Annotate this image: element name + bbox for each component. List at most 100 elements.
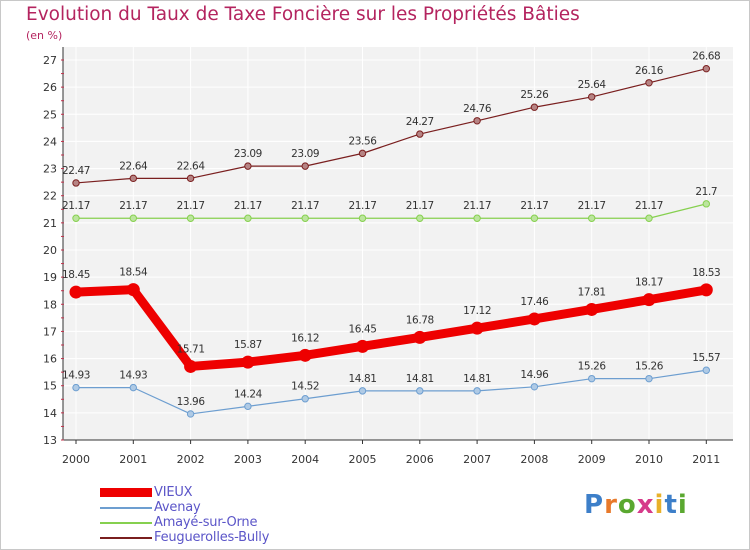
data-label-vieux: 18.54 [119,267,148,279]
x-tick-label: 2001 [119,453,147,466]
legend-label: VIEUX [154,485,193,500]
data-point-vieux [356,339,369,353]
data-point-feuguerolles-bully [129,174,138,183]
x-tick-label: 2008 [520,453,548,466]
data-label-avenay: 14.81 [348,373,376,385]
series-line-vieux [71,285,711,371]
data-point-feuguerolles-bully [588,93,596,101]
plot-area [63,47,733,440]
data-label-feuguerolles-bully: 24.76 [463,103,492,115]
legend-swatch [100,521,152,524]
data-label-amay-sur-orne: 21.17 [177,200,205,212]
y-tick-label: 27 [43,54,57,67]
data-label-feuguerolles-bully: 24.27 [406,116,434,128]
data-label-vieux: 16.12 [291,332,319,344]
data-point-amay-sur-orne [416,214,424,222]
logo-letter: o [617,490,637,520]
legend-swatch [100,536,152,539]
data-label-avenay: 15.57 [692,352,720,364]
y-tick-label: 24 [43,135,57,148]
legend-label: Avenay [154,500,201,515]
data-label-vieux: 15.71 [177,343,205,355]
data-label-avenay: 14.93 [119,370,147,382]
data-label-amay-sur-orne: 21.17 [348,200,376,212]
data-point-avenay [244,402,252,411]
x-tick-label: 2005 [349,453,377,466]
data-point-amay-sur-orne [645,214,653,222]
data-label-feuguerolles-bully: 23.09 [234,148,262,160]
data-label-vieux: 15.87 [234,339,262,351]
data-point-feuguerolles-bully [645,79,653,87]
data-point-feuguerolles-bully [186,174,195,183]
data-label-feuguerolles-bully: 23.56 [348,135,377,147]
chart-subtitle: (en %) [26,29,63,42]
x-tick-label: 2004 [291,453,319,466]
x-tick-label: 2007 [463,453,491,466]
logo-letter: x [636,490,655,520]
data-point-feuguerolles-bully [473,117,481,125]
data-label-feuguerolles-bully: 22.64 [177,160,206,172]
data-label-vieux: 18.45 [62,269,90,281]
series-line-avenay [75,369,707,415]
x-tick-label: 2002 [177,453,205,466]
y-tick-label: 21 [43,217,57,230]
data-point-avenay [186,410,195,418]
logo-letter: i [677,490,688,520]
proxiti-logo: Proxiti [584,490,688,520]
y-tick-label: 20 [43,244,57,257]
series-line-feuguerolles-bully [75,68,707,184]
y-tick-label: 25 [43,108,57,121]
data-point-avenay [301,395,309,403]
legend-label: Amayé-sur-Orne [154,515,258,530]
data-label-avenay: 15.26 [635,361,664,373]
data-label-amay-sur-orne: 21.7 [695,186,717,198]
data-point-avenay [645,374,653,383]
x-tick-label: 2011 [692,453,720,466]
data-point-vieux [585,302,599,316]
logo-letter: t [664,490,678,520]
data-label-feuguerolles-bully: 26.16 [635,65,664,77]
data-label-avenay: 14.81 [406,373,434,385]
data-label-vieux: 18.17 [635,277,663,289]
data-label-vieux: 17.46 [520,296,549,308]
data-label-amay-sur-orne: 21.17 [291,200,319,212]
data-point-vieux [126,283,140,297]
y-tick-label: 23 [43,163,57,176]
data-point-amay-sur-orne [129,214,138,222]
data-label-vieux: 18.53 [692,267,720,279]
x-tick-label: 2009 [578,453,606,466]
data-label-vieux: 16.78 [406,314,434,326]
data-point-feuguerolles-bully [358,149,367,158]
data-point-avenay [72,383,80,392]
data-label-avenay: 13.96 [177,396,206,408]
data-label-amay-sur-orne: 21.17 [578,200,606,212]
data-label-amay-sur-orne: 21.17 [520,200,548,212]
legend-swatch [100,488,152,497]
data-point-avenay [416,387,424,395]
y-tick-label: 13 [43,434,57,447]
data-point-avenay [473,387,481,395]
x-tick-label: 2006 [406,453,434,466]
data-label-feuguerolles-bully: 26.68 [692,51,720,63]
data-label-amay-sur-orne: 21.17 [463,200,491,212]
data-point-vieux [642,293,656,307]
data-point-avenay [530,383,539,391]
data-point-amay-sur-orne [301,214,309,222]
data-point-vieux [470,321,484,335]
data-point-amay-sur-orne [530,214,539,222]
y-tick-label: 15 [43,380,57,393]
data-point-avenay [358,387,367,395]
x-tick-label: 2000 [62,453,90,466]
data-label-amay-sur-orne: 21.17 [406,200,434,212]
data-point-feuguerolles-bully [301,162,309,170]
data-label-amay-sur-orne: 21.17 [62,200,90,212]
data-point-vieux [69,285,83,299]
data-label-feuguerolles-bully: 22.64 [119,160,148,172]
data-label-feuguerolles-bully: 25.64 [578,79,607,91]
data-label-avenay: 14.24 [234,388,263,400]
data-point-feuguerolles-bully [416,130,424,138]
legend-swatch [100,506,152,509]
x-tick-label: 2003 [234,453,262,466]
data-point-avenay [129,383,138,392]
series-line-amay-sur-orne [75,203,707,219]
